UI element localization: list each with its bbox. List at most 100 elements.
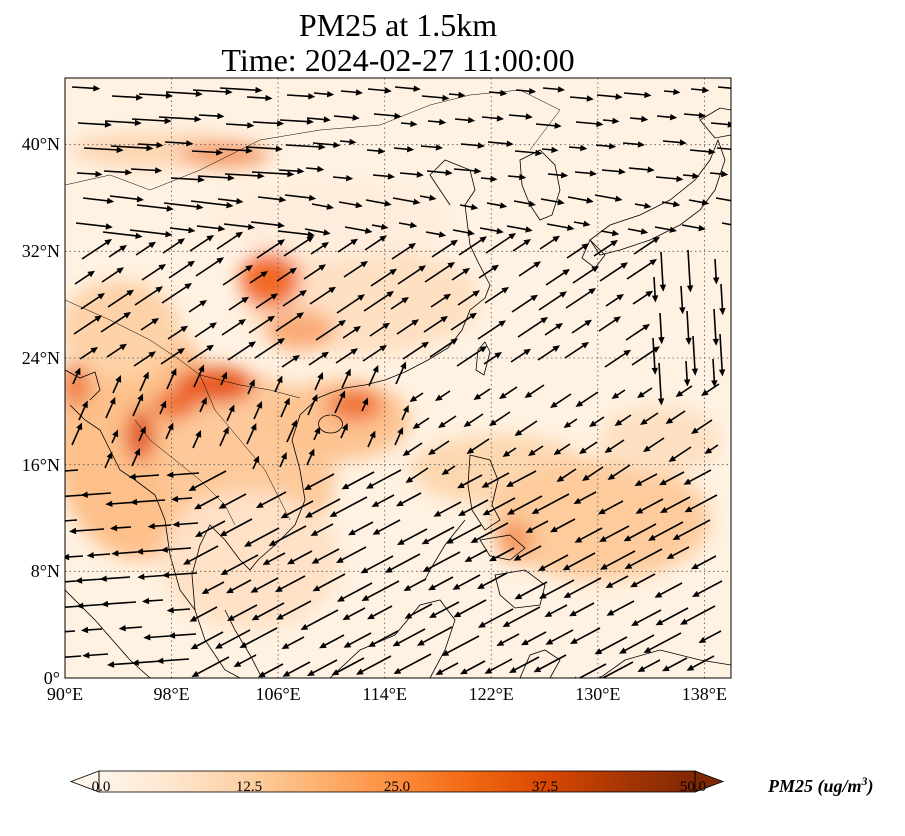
wind-arrow-shaft — [248, 317, 272, 334]
wind-arrow-head — [658, 337, 665, 345]
wind-arrow-shaft — [661, 201, 676, 206]
colorbar — [69, 770, 725, 793]
wind-arrow-shaft — [148, 635, 170, 639]
wind-arrow-head — [131, 659, 139, 666]
wind-arrow-shaft — [513, 656, 540, 672]
lon-tick-label: 138°E — [681, 684, 727, 704]
wind-arrow-head — [514, 593, 523, 600]
wind-arrow-shaft — [170, 177, 201, 181]
wind-arrow-head — [166, 607, 174, 614]
wind-arrow-shaft — [433, 601, 460, 617]
wind-arrow-head — [314, 426, 321, 435]
wind-arrow-head — [618, 168, 626, 175]
wind-arrow-shaft — [529, 520, 549, 532]
wind-arrow-head — [528, 88, 537, 95]
wind-arrow-shaft — [342, 328, 358, 339]
wind-arrow-head — [87, 270, 95, 278]
wind-arrow-shaft — [604, 351, 628, 368]
wind-arrow-head — [466, 447, 475, 454]
wind-arrow-shaft — [152, 524, 172, 528]
wind-arrow-head — [659, 479, 667, 486]
wind-arrow-head — [256, 401, 263, 409]
wind-arrow-head — [462, 268, 470, 275]
coast-hainan — [318, 414, 343, 434]
wind-arrow-shaft — [283, 238, 311, 257]
wind-arrow-shaft — [369, 324, 387, 337]
wind-arrow-shaft — [477, 322, 503, 340]
wind-arrow-shaft — [397, 653, 432, 673]
colorbar-tick-label: 25.0 — [383, 779, 411, 795]
wind-arrow-shaft — [517, 545, 542, 560]
wind-arrow-head — [171, 495, 179, 503]
wind-arrow-head — [679, 307, 686, 315]
wind-arrow-shaft — [704, 383, 720, 394]
wind-arrow-shaft — [713, 308, 717, 341]
wind-arrow-shaft — [73, 317, 99, 335]
wind-arrow-head — [245, 265, 253, 272]
wind-arrow-head — [125, 169, 133, 176]
wind-arrow-shaft — [278, 169, 300, 172]
wind-arrow-head — [183, 558, 191, 565]
wind-arrow-shaft — [539, 237, 557, 250]
wind-arrow-shaft — [695, 555, 717, 568]
wind-arrow-head — [218, 502, 227, 509]
wind-arrow-head — [235, 231, 243, 239]
wind-arrow-shaft — [344, 226, 368, 232]
wind-arrow-head — [220, 568, 229, 575]
lon-tick-label: 130°E — [575, 684, 621, 704]
wind-arrow-shaft — [468, 549, 488, 561]
wind-arrow-shaft — [187, 346, 211, 363]
lon-tick-label: 106°E — [255, 684, 301, 704]
wind-arrow-shaft — [566, 245, 586, 259]
wind-arrow-head — [188, 484, 197, 491]
wind-arrow-head — [525, 526, 534, 533]
wind-arrow-shaft — [510, 470, 537, 486]
wind-arrow-head — [331, 669, 340, 676]
wind-arrow-shaft — [592, 416, 605, 425]
wind-arrow-shaft — [194, 324, 214, 338]
wind-arrow-shaft — [481, 116, 500, 120]
colorbar-frame — [98, 770, 696, 793]
wind-arrow-shaft — [482, 608, 514, 627]
wind-arrow-head — [323, 229, 331, 236]
wind-arrow-head — [464, 555, 473, 562]
wind-arrow-head — [562, 564, 571, 571]
wind-arrow-shaft — [389, 553, 421, 572]
wind-arrow-shaft — [669, 410, 686, 422]
wind-arrow-shaft — [688, 494, 718, 511]
wind-arrow-shaft — [198, 114, 220, 117]
wind-arrow-shaft — [445, 635, 480, 655]
wind-arrow-shaft — [81, 241, 109, 260]
wind-arrow-head — [105, 223, 113, 230]
wind-arrow-shaft — [134, 499, 166, 503]
wind-arrow-shaft — [286, 661, 311, 676]
wind-arrow-shaft — [525, 631, 547, 644]
wind-arrow-shaft — [313, 92, 330, 96]
wind-arrow-head — [570, 637, 578, 644]
wind-arrow-shaft — [74, 272, 92, 285]
wind-arrow-shaft — [171, 608, 191, 612]
wind-arrow-shaft — [161, 658, 190, 662]
wind-arrow-shaft — [423, 318, 445, 333]
wind-arrow-shaft — [639, 498, 664, 513]
wind-arrow-head — [194, 503, 202, 510]
wind-arrow-shaft — [256, 241, 282, 259]
wind-arrow-shaft — [485, 472, 510, 487]
wind-arrow-head — [308, 448, 315, 457]
wind-arrow-head — [343, 641, 352, 648]
wind-arrow-shaft — [396, 628, 426, 645]
border-thailand — [134, 419, 236, 526]
wind-arrow-head — [644, 91, 652, 99]
wind-arrow-head — [402, 405, 409, 413]
wind-arrow-shaft — [569, 96, 589, 100]
wind-arrow-head — [416, 171, 424, 178]
coast-bohai — [429, 159, 476, 246]
wind-arrow-shaft — [255, 602, 285, 619]
wind-arrow-shaft — [291, 550, 313, 563]
wind-arrow-head — [308, 194, 317, 201]
wind-arrow-head — [450, 239, 458, 247]
wind-arrow-head — [413, 85, 421, 92]
wind-arrow-shaft — [366, 149, 381, 152]
wind-arrow-head — [521, 639, 529, 646]
wind-arrow-shaft — [575, 121, 599, 125]
